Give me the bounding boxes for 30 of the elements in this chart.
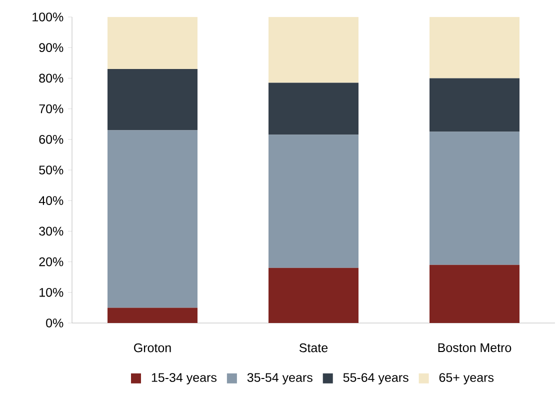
y-tick-label: 60% <box>39 134 64 144</box>
bar <box>268 82 359 135</box>
bar <box>430 78 520 132</box>
y-tick-label: 80% <box>39 74 64 83</box>
y-tick-label: 0% <box>46 318 64 328</box>
bar <box>430 264 520 323</box>
bar <box>108 16 198 70</box>
y-tick-label: 30% <box>39 226 64 236</box>
bar <box>108 69 198 130</box>
bar <box>108 130 198 308</box>
bar <box>268 16 359 83</box>
x-tick-label: Boston Metro <box>438 343 512 352</box>
y-tick-label: 100% <box>32 12 64 22</box>
bar <box>268 134 359 268</box>
legend-label: 65+ years <box>439 373 494 384</box>
legend-label: 55-64 years <box>343 373 408 384</box>
y-tick-label: 10% <box>40 288 64 297</box>
bar <box>108 308 198 323</box>
y-tick-label: 70% <box>39 104 64 114</box>
bar <box>268 268 359 323</box>
bar <box>430 16 520 78</box>
y-tick-label: 40% <box>38 196 64 206</box>
bar <box>430 132 520 265</box>
x-tick-label: Groton <box>134 343 171 352</box>
legend-label: 35-54 years <box>247 373 312 384</box>
legend-label: 15-34 years <box>152 373 216 384</box>
x-tick-label: State <box>299 343 328 352</box>
y-tick-label: 50% <box>39 166 64 174</box>
y-tick-label: 20% <box>39 257 64 266</box>
y-tick-label: 90% <box>39 43 64 52</box>
